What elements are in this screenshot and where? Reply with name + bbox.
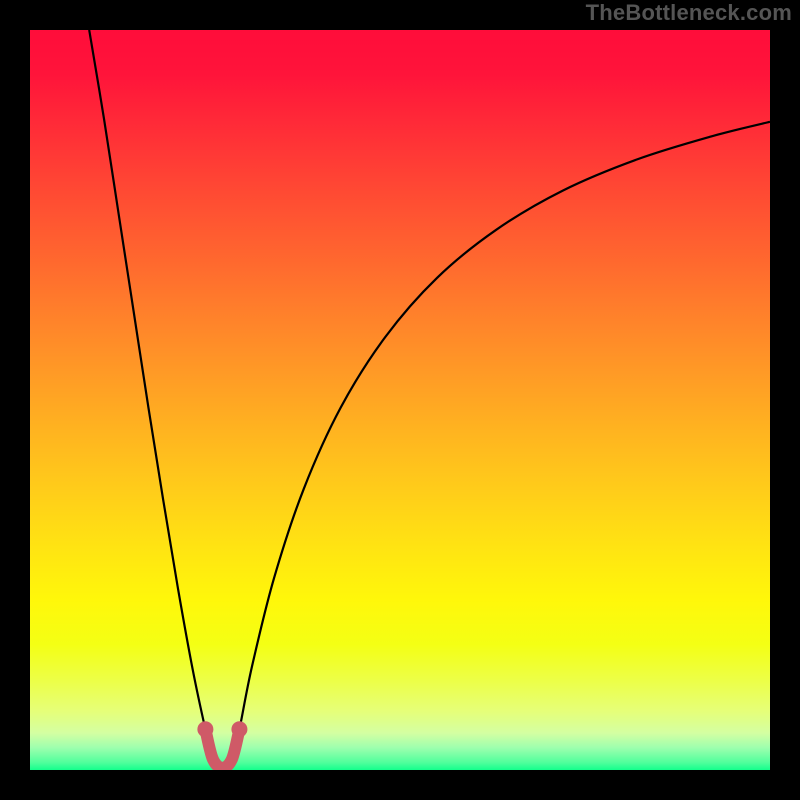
chart-svg [30, 30, 770, 770]
gradient-background [30, 30, 770, 770]
watermark-text: TheBottleneck.com [586, 0, 792, 26]
plot-area [30, 30, 770, 770]
optimal-range-endpoint-right [231, 721, 247, 737]
optimal-range-endpoint-left [197, 721, 213, 737]
